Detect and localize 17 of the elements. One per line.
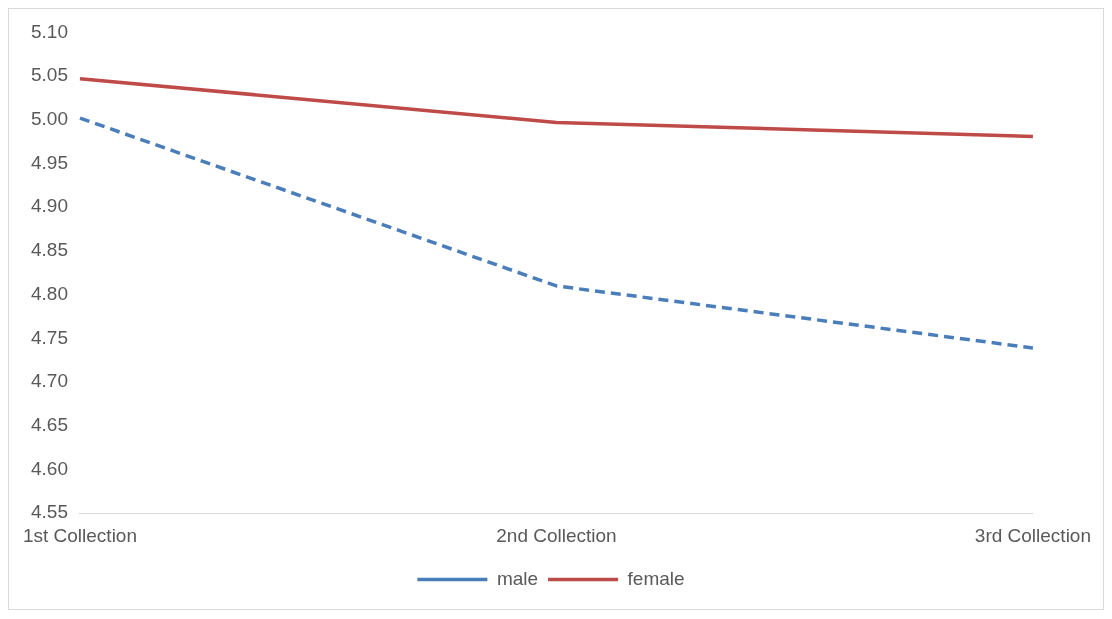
- legend-label: male: [496, 567, 539, 589]
- y-tick-label: 5.00: [31, 108, 68, 130]
- y-tick-label: 5.10: [31, 20, 68, 42]
- y-tick-label: 4.70: [31, 370, 68, 392]
- y-tick-label: 4.55: [31, 501, 68, 523]
- y-tick-label: 5.05: [31, 64, 68, 86]
- y-tick-label: 4.60: [31, 457, 68, 479]
- y-tick-label: 4.65: [31, 414, 68, 436]
- y-tick-label: 4.90: [31, 195, 68, 217]
- legend-label: female: [627, 567, 685, 589]
- x-tick-label: 2nd Collection: [496, 524, 617, 546]
- y-tick-label: 4.95: [31, 151, 68, 173]
- x-tick-label: 1st Collection: [22, 524, 138, 546]
- x-tick-label: 3rd Collection: [974, 524, 1091, 546]
- y-tick-label: 4.75: [31, 326, 68, 348]
- y-tick-label: 4.85: [31, 239, 68, 261]
- y-tick-label: 4.80: [31, 282, 68, 304]
